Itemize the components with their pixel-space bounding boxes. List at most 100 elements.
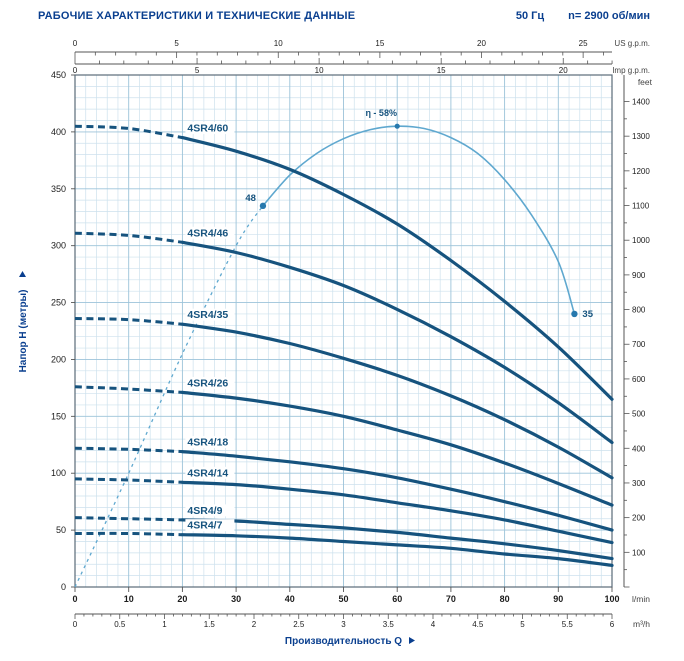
efficiency-marker-label: 35 (582, 309, 593, 320)
curve-label-bg (185, 308, 235, 321)
svg-text:50: 50 (56, 525, 66, 535)
pump-curve-4SR4-60: 4SR4/60 (74, 122, 614, 401)
svg-text:150: 150 (51, 411, 66, 421)
curve-label-bg (185, 436, 235, 449)
efficiency-peak-dot (394, 123, 400, 129)
svg-text:90: 90 (553, 594, 563, 604)
curve-label: 4SR4/46 (187, 227, 228, 239)
curve-label: 4SR4/18 (187, 437, 228, 449)
curve-label-bg (185, 122, 235, 135)
svg-text:0: 0 (73, 39, 78, 48)
svg-text:3: 3 (341, 620, 346, 629)
svg-text:m³/h: m³/h (633, 619, 650, 629)
top-axes: 0 5 10 15 20 25 US g.p.m. 0 5 10 15 20 Imp g.p.m. (73, 39, 650, 75)
svg-text:0: 0 (72, 594, 77, 604)
svg-text:10: 10 (315, 66, 324, 75)
svg-text:0.5: 0.5 (114, 620, 126, 629)
svg-text:400: 400 (51, 127, 66, 137)
svg-text:2: 2 (252, 620, 257, 629)
frequency-label: 50 Гц (515, 10, 545, 22)
svg-text:40: 40 (285, 594, 295, 604)
curve-label: 4SR4/60 (187, 123, 228, 135)
pump-curve-4SR4-26: 4SR4/26 (74, 376, 614, 507)
svg-text:5: 5 (174, 39, 179, 48)
efficiency-peak-label: η - 58% (365, 108, 397, 118)
svg-text:200: 200 (632, 514, 646, 523)
svg-text:0: 0 (61, 582, 66, 592)
efficiency-curve: η - 58% 48 35 (74, 108, 594, 588)
svg-text:Imp g.p.m.: Imp g.p.m. (612, 66, 650, 75)
page-title: РАБОЧИЕ ХАРАКТЕРИСТИКИ И ТЕХНИЧЕСКИЕ ДАН… (38, 10, 356, 22)
right-axis-feet: 100 200 300 400 500 600 700 800 900 1000 1100 1200 1… (623, 75, 653, 588)
curve-label: 4SR4/9 (187, 505, 222, 517)
svg-text:30: 30 (231, 594, 241, 604)
svg-text:350: 350 (51, 184, 66, 194)
svg-text:l/min: l/min (632, 594, 650, 604)
svg-text:0: 0 (73, 66, 78, 75)
svg-text:20: 20 (559, 66, 568, 75)
svg-text:0: 0 (73, 620, 78, 629)
svg-text:100: 100 (604, 594, 619, 604)
svg-text:20: 20 (477, 39, 486, 48)
left-axis-m: 0 50 100 150 200 250 300 350 400 450 (51, 70, 75, 592)
speed-label: n= 2900 об/мин (568, 10, 650, 22)
pump-curve-4SR4-18: 4SR4/18 (74, 436, 614, 532)
svg-text:Напор H (метры): Напор H (метры) (18, 290, 29, 373)
svg-text:250: 250 (51, 298, 66, 308)
svg-text:1300: 1300 (632, 132, 650, 141)
svg-text:1.5: 1.5 (204, 620, 216, 629)
svg-text:10: 10 (124, 594, 134, 604)
svg-text:15: 15 (375, 39, 384, 48)
svg-text:450: 450 (51, 70, 66, 80)
svg-text:2.5: 2.5 (293, 620, 305, 629)
efficiency-marker-dot (259, 202, 267, 210)
svg-text:80: 80 (500, 594, 510, 604)
curve-label-bg (185, 226, 235, 239)
curve-label: 4SR4/7 (187, 520, 222, 532)
x-axis-title: Производительность Q (285, 636, 415, 647)
svg-text:50: 50 (338, 594, 348, 604)
svg-text:60: 60 (392, 594, 402, 604)
svg-text:200: 200 (51, 354, 66, 364)
svg-text:800: 800 (632, 306, 646, 315)
svg-text:6: 6 (610, 620, 615, 629)
svg-text:700: 700 (632, 340, 646, 349)
svg-text:5: 5 (195, 66, 200, 75)
pump-curve-4SR4-35: 4SR4/35 (74, 308, 614, 480)
pump-curve-4SR4-46: 4SR4/46 (74, 226, 614, 445)
svg-text:20: 20 (177, 594, 187, 604)
svg-text:300: 300 (51, 241, 66, 251)
efficiency-marker-dot (571, 310, 578, 318)
svg-text:1: 1 (162, 620, 167, 629)
curve-label-bg (185, 466, 235, 479)
svg-text:4.5: 4.5 (472, 620, 484, 629)
pump-curve-4SR4-14: 4SR4/14 (74, 466, 614, 545)
curve-label: 4SR4/14 (187, 467, 228, 479)
svg-text:300: 300 (632, 479, 646, 488)
pump-performance-chart: 0 5 10 15 20 25 US g.p.m.0 5 10 15 20 Imp g.p.m.100… (18, 39, 653, 647)
svg-text:Производительность Q: Производительность Q (285, 636, 402, 647)
curve-label-bg (185, 519, 235, 532)
svg-text:600: 600 (632, 375, 646, 384)
svg-text:4: 4 (431, 620, 436, 629)
efficiency-marker-label: 48 (245, 193, 256, 204)
bottom-axes: 0 10 20 30 40 50 60 70 80 90 100 l/min 0 0.5 1 1.5 2 2.5 3… (72, 587, 650, 629)
svg-text:25: 25 (579, 39, 588, 48)
curve-label: 4SR4/26 (187, 377, 228, 389)
svg-text:70: 70 (446, 594, 456, 604)
svg-text:1100: 1100 (632, 202, 650, 211)
svg-text:5.5: 5.5 (562, 620, 574, 629)
svg-text:100: 100 (632, 548, 646, 557)
svg-text:feet: feet (638, 77, 653, 87)
svg-text:100: 100 (51, 468, 66, 478)
header-specs: 50 Гц n= 2900 об/мин (516, 10, 650, 22)
svg-text:500: 500 (632, 410, 646, 419)
svg-text:3.5: 3.5 (383, 620, 395, 629)
header: РАБОЧИЕ ХАРАКТЕРИСТИКИ И ТЕХНИЧЕСКИЕ ДАН… (38, 10, 650, 22)
svg-text:1200: 1200 (632, 167, 650, 176)
curve-label: 4SR4/35 (187, 309, 228, 321)
pump-curve-4SR4-9: 4SR4/9 (74, 504, 614, 561)
svg-text:1000: 1000 (632, 236, 650, 245)
pump-curve-4SR4-7: 4SR4/7 (74, 519, 614, 567)
